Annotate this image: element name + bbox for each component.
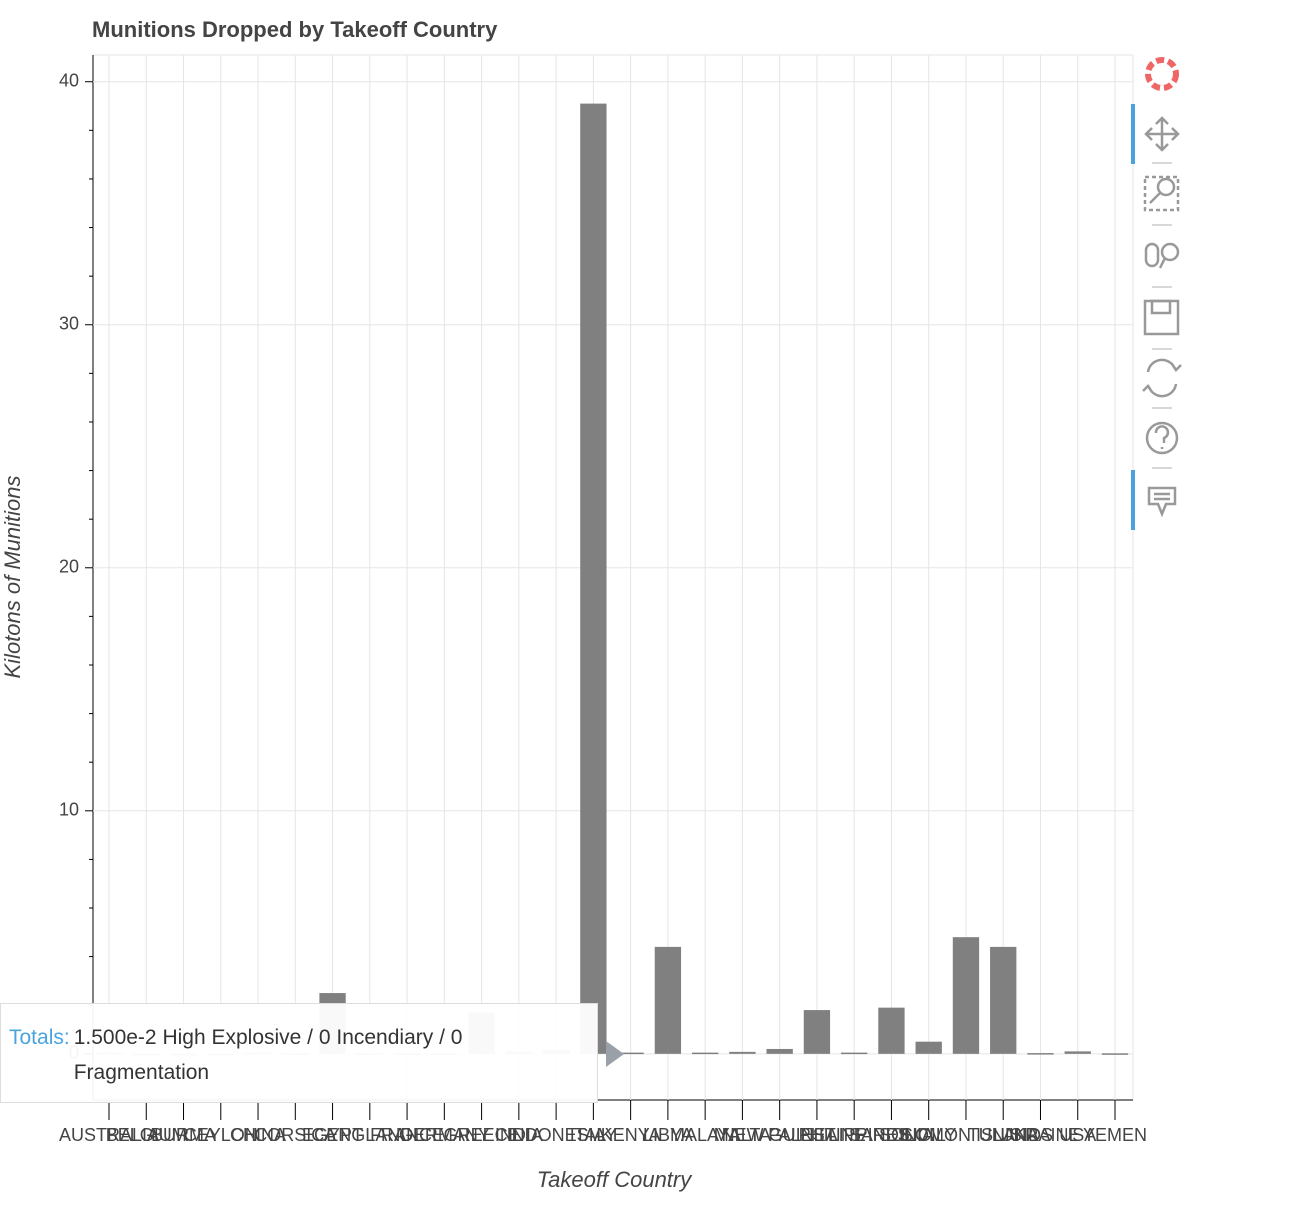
pan-tool[interactable]	[1144, 116, 1180, 152]
y-tick-label: 20	[59, 557, 79, 577]
bar	[1064, 1051, 1091, 1054]
x-axis-label: Takeoff Country	[537, 1167, 693, 1192]
box-zoom-tool[interactable]	[1143, 175, 1180, 212]
x-tick-label: FRANCE	[370, 1125, 444, 1145]
active-indicator	[1131, 470, 1135, 530]
bar	[841, 1052, 868, 1055]
x-tick-label: EGYPT	[302, 1125, 363, 1145]
bar	[766, 1048, 793, 1054]
y-tick-label: 30	[59, 314, 79, 334]
chart-title: Munitions Dropped by Takeoff Country	[92, 17, 498, 42]
x-tick-label: SOLOMON ISLANDS	[879, 1125, 1053, 1145]
x-tick-label: INDONESIA	[507, 1125, 606, 1145]
x-tick-label: MALTA	[714, 1125, 771, 1145]
tooltip-label: Totals:	[9, 1026, 70, 1049]
y-tick-label: 40	[59, 70, 79, 90]
x-tick-label: ENGLAND	[326, 1125, 413, 1145]
bar	[990, 946, 1017, 1054]
x-tick-label: LIBYA	[643, 1125, 693, 1145]
x-tick-label: SICILY	[901, 1125, 957, 1145]
x-tick-label: UKRAINE	[1000, 1125, 1080, 1145]
bar	[654, 946, 682, 1054]
reset-tool[interactable]	[1142, 358, 1182, 398]
x-tick-label: CEYLON	[184, 1125, 258, 1145]
save-tool[interactable]	[1143, 299, 1180, 336]
wheel-zoom-tool[interactable]	[1144, 242, 1180, 269]
y-tick-label: 10	[59, 800, 79, 820]
x-tick-label: PALESTINE	[768, 1125, 866, 1145]
logo[interactable]	[1145, 57, 1179, 91]
x-tick-label: ITALY	[570, 1125, 617, 1145]
toolbar	[1131, 57, 1182, 530]
x-tick-label: KENYA	[601, 1125, 661, 1145]
bar	[729, 1051, 756, 1054]
x-tick-label: GREECE	[444, 1125, 520, 1145]
x-tick-label: AUSTRALIA	[59, 1125, 159, 1145]
x-tick-label: CHINA	[230, 1125, 286, 1145]
x-tick-label: USA	[1059, 1125, 1096, 1145]
x-tick-label: GERMANY	[399, 1125, 490, 1145]
bar	[1027, 1053, 1054, 1055]
x-tick-label: PHILIPPINES	[799, 1125, 910, 1145]
x-tick-label: INDIA	[495, 1125, 543, 1145]
bar	[1101, 1053, 1129, 1055]
x-tick-label: MALAYA	[670, 1125, 740, 1145]
bar	[580, 103, 607, 1054]
x-tick-label: NEW GUINEA	[722, 1125, 838, 1145]
bar	[617, 1052, 644, 1055]
bar	[952, 937, 980, 1054]
x-tick-label: YEMEN	[1083, 1125, 1147, 1145]
tool-separator	[1152, 162, 1172, 469]
bar	[691, 1052, 719, 1055]
tooltip: Totals: 1.500e-2 High Explosive / 0 Incen…	[0, 1003, 598, 1103]
x-tick-label: CORSICA	[254, 1125, 336, 1145]
tooltip-text: 1.500e-2 High Explosive / 0 Incendiary /…	[73, 1026, 463, 1084]
bar	[915, 1041, 942, 1054]
x-tick-label: TUNISIA	[968, 1125, 1039, 1145]
hover-tool[interactable]	[1147, 486, 1177, 518]
bar	[878, 1007, 905, 1054]
tooltip-arrow	[606, 1041, 624, 1067]
help-tool[interactable]	[1145, 421, 1179, 455]
y-axis-label: Kilotons of Munitions	[0, 476, 25, 679]
x-tick-label: BURMA	[151, 1125, 216, 1145]
active-indicator	[1131, 104, 1135, 164]
x-tick-label: BELGIUM	[106, 1125, 187, 1145]
bar	[803, 1010, 831, 1054]
x-tick-label: SARDINIA	[849, 1125, 934, 1145]
